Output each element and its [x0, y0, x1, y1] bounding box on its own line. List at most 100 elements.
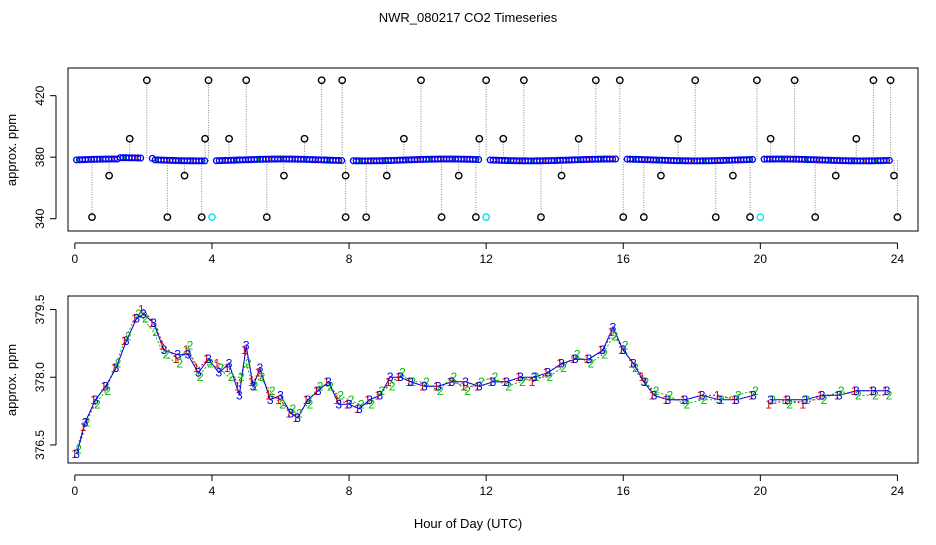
- marker-series2-46: 2: [574, 348, 581, 362]
- marker-series3-55: 3: [682, 393, 689, 407]
- marker-series2-55: 2: [684, 397, 691, 411]
- flag-point-midhigh-6: [499, 134, 508, 143]
- marker-series3-27: 3: [335, 397, 342, 411]
- x-axis-label: Hour of Day (UTC): [414, 516, 522, 531]
- marker-series1-31: 1: [375, 388, 382, 402]
- marker-series1-53: 1: [649, 388, 656, 402]
- marker-series3-54: 3: [664, 393, 671, 407]
- marker-series1-36: 1: [433, 379, 440, 393]
- marker-series3-6: 3: [133, 312, 140, 326]
- marker-series2-0: 2: [75, 442, 82, 456]
- top-point-22: [137, 154, 145, 162]
- flag-point-low-3: [262, 213, 271, 222]
- y-tick-label-0-1: 380: [33, 147, 47, 167]
- marker-series2-44: 2: [546, 370, 553, 384]
- marker-series3-7: 3: [140, 307, 147, 321]
- marker-series2-39: 2: [478, 375, 485, 389]
- marker-series3-41: 3: [503, 375, 510, 389]
- marker-series1-49: 1: [608, 325, 615, 339]
- marker-series2-59: 2: [752, 384, 759, 398]
- flag-point-high-2: [242, 76, 251, 85]
- marker-series2-25: 2: [317, 379, 324, 393]
- marker-series1-57: 1: [714, 388, 721, 402]
- marker-series3-2: 3: [92, 393, 99, 407]
- marker-series1-5: 1: [121, 334, 128, 348]
- marker-series1-12: 1: [193, 361, 200, 375]
- flag-point-midlow-2: [280, 171, 288, 180]
- marker-series2-28: 2: [348, 393, 355, 407]
- marker-series2-61: 2: [786, 397, 793, 411]
- top-point-217: [748, 155, 757, 164]
- marker-series2-2: 2: [94, 397, 101, 411]
- marker-series1-45: 1: [556, 357, 563, 371]
- y-tick-label-1-0: 376.5: [33, 430, 47, 460]
- marker-series3-38: 3: [462, 375, 469, 389]
- flag-point-low-14: [893, 213, 902, 222]
- marker-series3-29: 3: [356, 402, 363, 416]
- marker-series3-46: 3: [572, 352, 579, 366]
- marker-series3-35: 3: [421, 379, 428, 393]
- marker-series2-38: 2: [464, 384, 471, 398]
- flag-point-low-0: [88, 213, 96, 222]
- x-tick-label-1-4: 4: [209, 484, 216, 498]
- x-tick-label-1-24: 24: [891, 484, 905, 498]
- marker-series2-56: 2: [701, 393, 708, 407]
- marker-series3-57: 3: [716, 393, 723, 407]
- marker-series2-36: 2: [437, 384, 444, 398]
- marker-series3-52: 3: [640, 375, 647, 389]
- top-point-85: [338, 156, 346, 165]
- marker-series1-3: 1: [100, 379, 107, 393]
- marker-series2-31: 2: [379, 384, 386, 398]
- marker-series3-62: 3: [802, 393, 809, 407]
- marker-series2-42: 2: [519, 375, 526, 389]
- flag-point-low-2: [197, 213, 206, 222]
- marker-series3-22: 3: [287, 406, 294, 420]
- flag-point-high-12: [790, 76, 799, 85]
- flag-point-midlow-9: [831, 171, 840, 180]
- marker-series1-34: 1: [405, 375, 412, 389]
- marker-series1-30: 1: [364, 393, 371, 407]
- x-tick-label-0-0: 0: [72, 252, 79, 266]
- marker-series1-66: 1: [868, 384, 875, 398]
- marker-series3-39: 3: [476, 379, 483, 393]
- marker-series3-60: 3: [767, 393, 774, 407]
- marker-series2-23: 2: [296, 406, 303, 420]
- flag-point-high-8: [591, 76, 600, 85]
- x-tick-label-0-24: 24: [891, 252, 905, 266]
- marker-series1-15: 1: [224, 361, 231, 375]
- marker-series3-51: 3: [630, 357, 637, 371]
- flag-point-low-8: [537, 213, 545, 222]
- top-point-216: [745, 155, 754, 164]
- marker-series2-35: 2: [423, 375, 430, 389]
- marker-series1-59: 1: [748, 388, 755, 402]
- marker-series3-48: 3: [599, 343, 606, 357]
- marker-series1-13: 1: [203, 352, 210, 366]
- marker-series3-13: 3: [205, 352, 212, 366]
- marker-series1-37: 1: [447, 375, 454, 389]
- flag-point-midhigh-4: [399, 134, 408, 143]
- cyan-point-1: [482, 213, 491, 222]
- marker-series3-43: 3: [531, 370, 538, 384]
- marker-series3-31: 3: [377, 388, 384, 402]
- marker-series2-8: 2: [152, 325, 159, 339]
- flag-point-low-11: [711, 213, 720, 222]
- marker-series1-43: 1: [529, 375, 536, 389]
- marker-series2-33: 2: [399, 366, 406, 380]
- marker-series1-29: 1: [354, 402, 361, 416]
- marker-series1-62: 1: [800, 397, 807, 411]
- marker-series3-63: 3: [819, 388, 826, 402]
- x-tick-label-0-12: 12: [479, 252, 493, 266]
- marker-series1-56: 1: [697, 388, 704, 402]
- top-point-260: [882, 156, 891, 165]
- marker-series3-20: 3: [267, 393, 274, 407]
- flag-point-low-13: [811, 213, 820, 222]
- flag-point-midlow-4: [382, 171, 391, 180]
- bottom-y-axis-label: approx. ppm: [4, 344, 19, 416]
- x-tick-label-0-20: 20: [754, 252, 768, 266]
- marker-series2-65: 2: [855, 388, 862, 402]
- marker-series3-17: 3: [243, 339, 250, 353]
- flag-point-midhigh-9: [766, 134, 775, 143]
- marker-series2-40: 2: [492, 370, 499, 384]
